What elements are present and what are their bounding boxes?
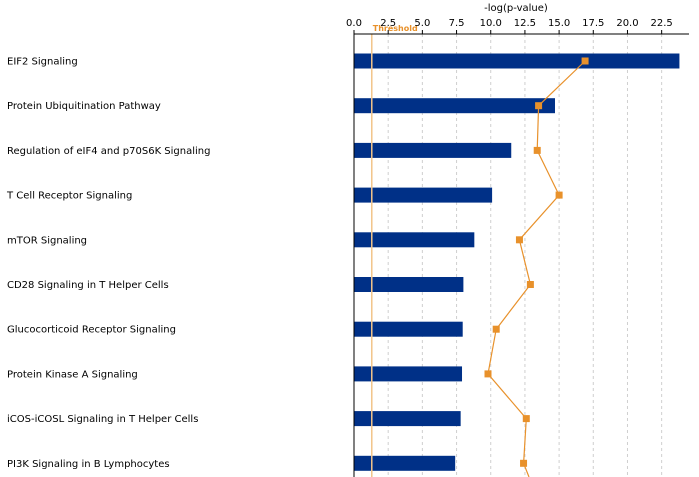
x-axis-title: -log(p-value): [484, 3, 548, 14]
threshold-line: Threshold: [371, 24, 418, 477]
bar: [354, 142, 512, 158]
category-label: Regulation of eIF4 and p70S6K Signaling: [7, 146, 210, 157]
bar: [354, 411, 461, 427]
bar: [354, 98, 555, 114]
tick-label: 7.5: [449, 18, 465, 29]
bar: [354, 321, 463, 337]
bar: [354, 366, 463, 382]
bar: [354, 455, 456, 471]
bar: [354, 277, 464, 292]
ratio-point: [526, 281, 534, 288]
tick-label: 12.5: [514, 18, 536, 29]
threshold-label: Threshold: [373, 24, 418, 33]
category-label: Protein Ubiquitination Pathway: [7, 101, 161, 112]
category-label: PI3K Signaling in B Lymphocytes: [7, 459, 170, 470]
category-label: iCOS-iCOSL Signaling in T Helper Cells: [7, 414, 198, 425]
tick-label: 22.5: [651, 18, 673, 29]
category-label: CD28 Signaling in T Helper Cells: [7, 280, 169, 291]
bars: [354, 53, 680, 471]
category-label: T Cell Receptor Signaling: [6, 191, 132, 202]
ratio-point: [484, 370, 492, 378]
tick-label: 0.0: [346, 18, 362, 29]
tick-label: 2.5: [380, 18, 396, 29]
tick-label: 20.0: [616, 18, 638, 29]
ratio-point: [492, 325, 500, 333]
category-label: mTOR Signaling: [7, 235, 87, 246]
ratio-point: [515, 236, 523, 244]
category-label: Glucocorticoid Receptor Signaling: [7, 325, 176, 336]
ratio-point: [581, 57, 589, 65]
x-axis: 0.0 2.5 5.0 7.5 10.0 12.5 15.0 17.5 20.0 22.5: [346, 18, 689, 477]
category-label: Protein Kinase A Signaling: [7, 369, 138, 380]
tick-label: 10.0: [480, 18, 502, 29]
ratio-line: [484, 57, 589, 477]
ratio-point: [533, 146, 541, 154]
tick-label: 15.0: [548, 18, 570, 29]
ratio-point: [520, 459, 528, 467]
ratio-point: [555, 191, 563, 199]
tick-label: 17.5: [582, 18, 604, 29]
bar: [354, 232, 475, 248]
category-labels: EIF2 Signaling Protein Ubiquitination Pat…: [6, 57, 210, 470]
ratio-point: [535, 102, 543, 110]
bar: [354, 53, 680, 69]
ratio-polyline: [487, 60, 586, 477]
category-label: EIF2 Signaling: [7, 57, 78, 68]
ratio-point: [522, 415, 530, 423]
bar: [354, 187, 493, 203]
tick-label: 5.0: [414, 18, 430, 29]
